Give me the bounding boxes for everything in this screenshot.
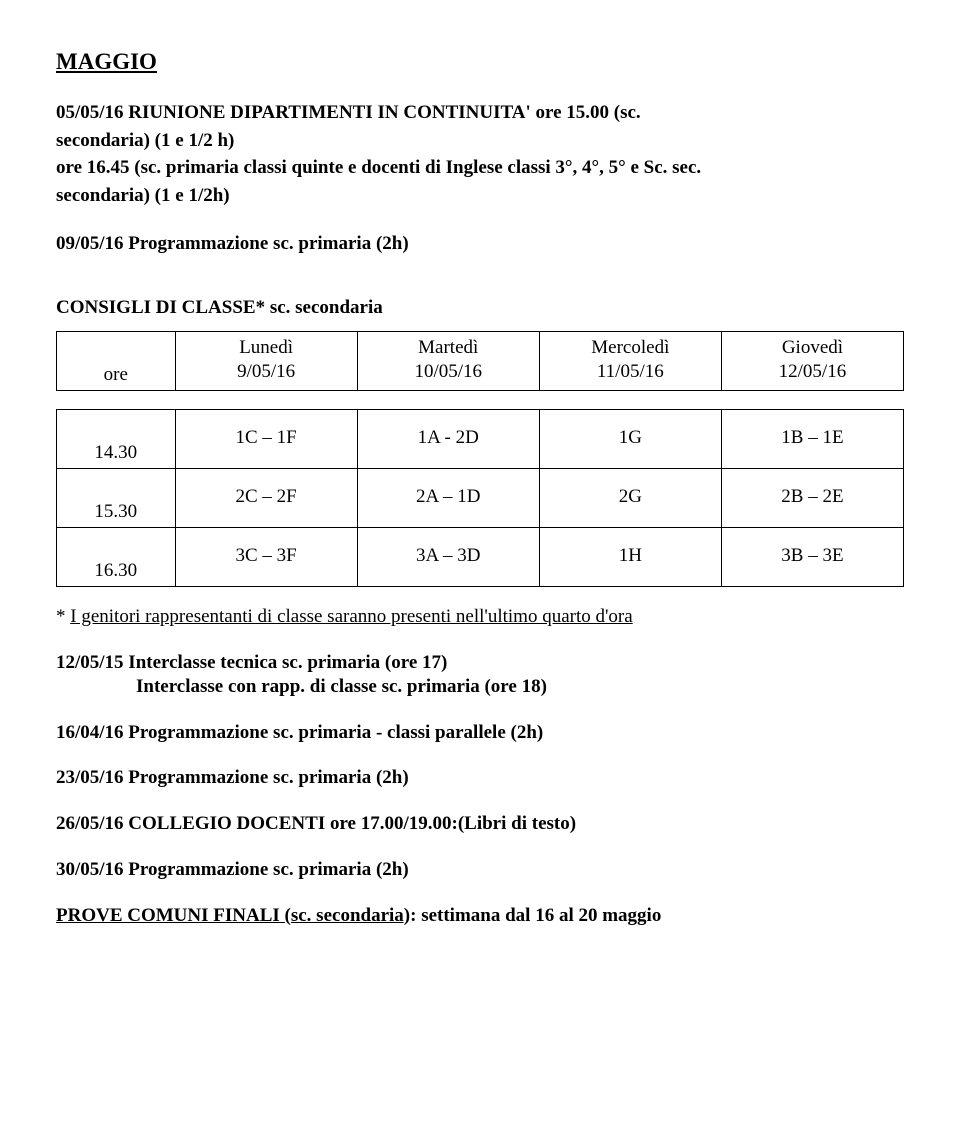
cell-ore: 15.30	[57, 469, 176, 528]
header-lun: Lunedì 9/05/16	[175, 332, 357, 391]
schedule-header-table: ore Lunedì 9/05/16 Martedì 10/05/16 Merc…	[56, 331, 904, 391]
cell-ore: 16.30	[57, 528, 176, 587]
header-mar-date: 10/05/16	[414, 361, 482, 382]
header-ore: ore	[57, 332, 176, 391]
p3-line2: Interclasse con rapp. di classe sc. prim…	[56, 675, 904, 699]
cell: 1C – 1F	[175, 410, 357, 469]
header-gio-date: 12/05/16	[779, 361, 847, 382]
header-mer: Mercoledì 11/05/16	[539, 332, 721, 391]
cell: 3B – 3E	[721, 528, 903, 587]
p1-line1a: 05/05/16 RIUNIONE DIPARTIMENTI IN CONTIN…	[56, 102, 641, 123]
p1-line1b: secondaria) (1 e 1/2 h)	[56, 130, 234, 151]
cell-ore: 14.30	[57, 410, 176, 469]
paragraph-6: 26/05/16 COLLEGIO DOCENTI ore 17.00/19.0…	[56, 812, 904, 836]
paragraph-2: 09/05/16 Programmazione sc. primaria (2h…	[56, 232, 904, 256]
cell: 3C – 3F	[175, 528, 357, 587]
consigli-heading: CONSIGLI DI CLASSE* sc. secondaria	[56, 296, 904, 320]
cell: 2B – 2E	[721, 469, 903, 528]
paragraph-5: 23/05/16 Programmazione sc. primaria (2h…	[56, 766, 904, 790]
p8-underlined: PROVE COMUNI FINALI (sc. secondaria)	[56, 905, 410, 926]
cell: 1B – 1E	[721, 410, 903, 469]
page-title: MAGGIO	[56, 48, 904, 77]
cell: 2G	[539, 469, 721, 528]
header-lun-day: Lunedì	[239, 337, 293, 358]
cell: 2A – 1D	[357, 469, 539, 528]
p3-line1: 12/05/15 Interclasse tecnica sc. primari…	[56, 651, 904, 675]
table-footnote: * I genitori rappresentanti di classe sa…	[56, 605, 904, 629]
table-row: 14.30 1C – 1F 1A - 2D 1G 1B – 1E	[57, 410, 904, 469]
header-gio-day: Giovedì	[782, 337, 843, 358]
header-mar-day: Martedì	[418, 337, 478, 358]
cell: 1A - 2D	[357, 410, 539, 469]
header-lun-date: 9/05/16	[237, 361, 295, 382]
header-mer-day: Mercoledì	[591, 337, 669, 358]
cell: 1H	[539, 528, 721, 587]
paragraph-4: 16/04/16 Programmazione sc. primaria - c…	[56, 721, 904, 745]
table-row: 15.30 2C – 2F 2A – 1D 2G 2B – 2E	[57, 469, 904, 528]
header-gio: Giovedì 12/05/16	[721, 332, 903, 391]
header-mar: Martedì 10/05/16	[357, 332, 539, 391]
table-row: 16.30 3C – 3F 3A – 3D 1H 3B – 3E	[57, 528, 904, 587]
p8-rest: : settimana dal 16 al 20 maggio	[410, 905, 661, 926]
paragraph-1: 05/05/16 RIUNIONE DIPARTIMENTI IN CONTIN…	[56, 101, 904, 208]
paragraph-7: 30/05/16 Programmazione sc. primaria (2h…	[56, 858, 904, 882]
footnote-text: I genitori rappresentanti di classe sara…	[70, 606, 632, 627]
table-header-row: ore Lunedì 9/05/16 Martedì 10/05/16 Merc…	[57, 332, 904, 391]
paragraph-3: 12/05/15 Interclasse tecnica sc. primari…	[56, 651, 904, 699]
paragraph-8: PROVE COMUNI FINALI (sc. secondaria): se…	[56, 904, 904, 928]
schedule-data-table: 14.30 1C – 1F 1A - 2D 1G 1B – 1E 15.30 2…	[56, 409, 904, 587]
header-mer-date: 11/05/16	[597, 361, 664, 382]
footnote-star: *	[56, 606, 70, 627]
cell: 3A – 3D	[357, 528, 539, 587]
p1-line2a: ore 16.45 (sc. primaria classi quinte e …	[56, 157, 701, 178]
cell: 2C – 2F	[175, 469, 357, 528]
cell: 1G	[539, 410, 721, 469]
p1-line2b: secondaria) (1 e 1/2h)	[56, 185, 230, 206]
